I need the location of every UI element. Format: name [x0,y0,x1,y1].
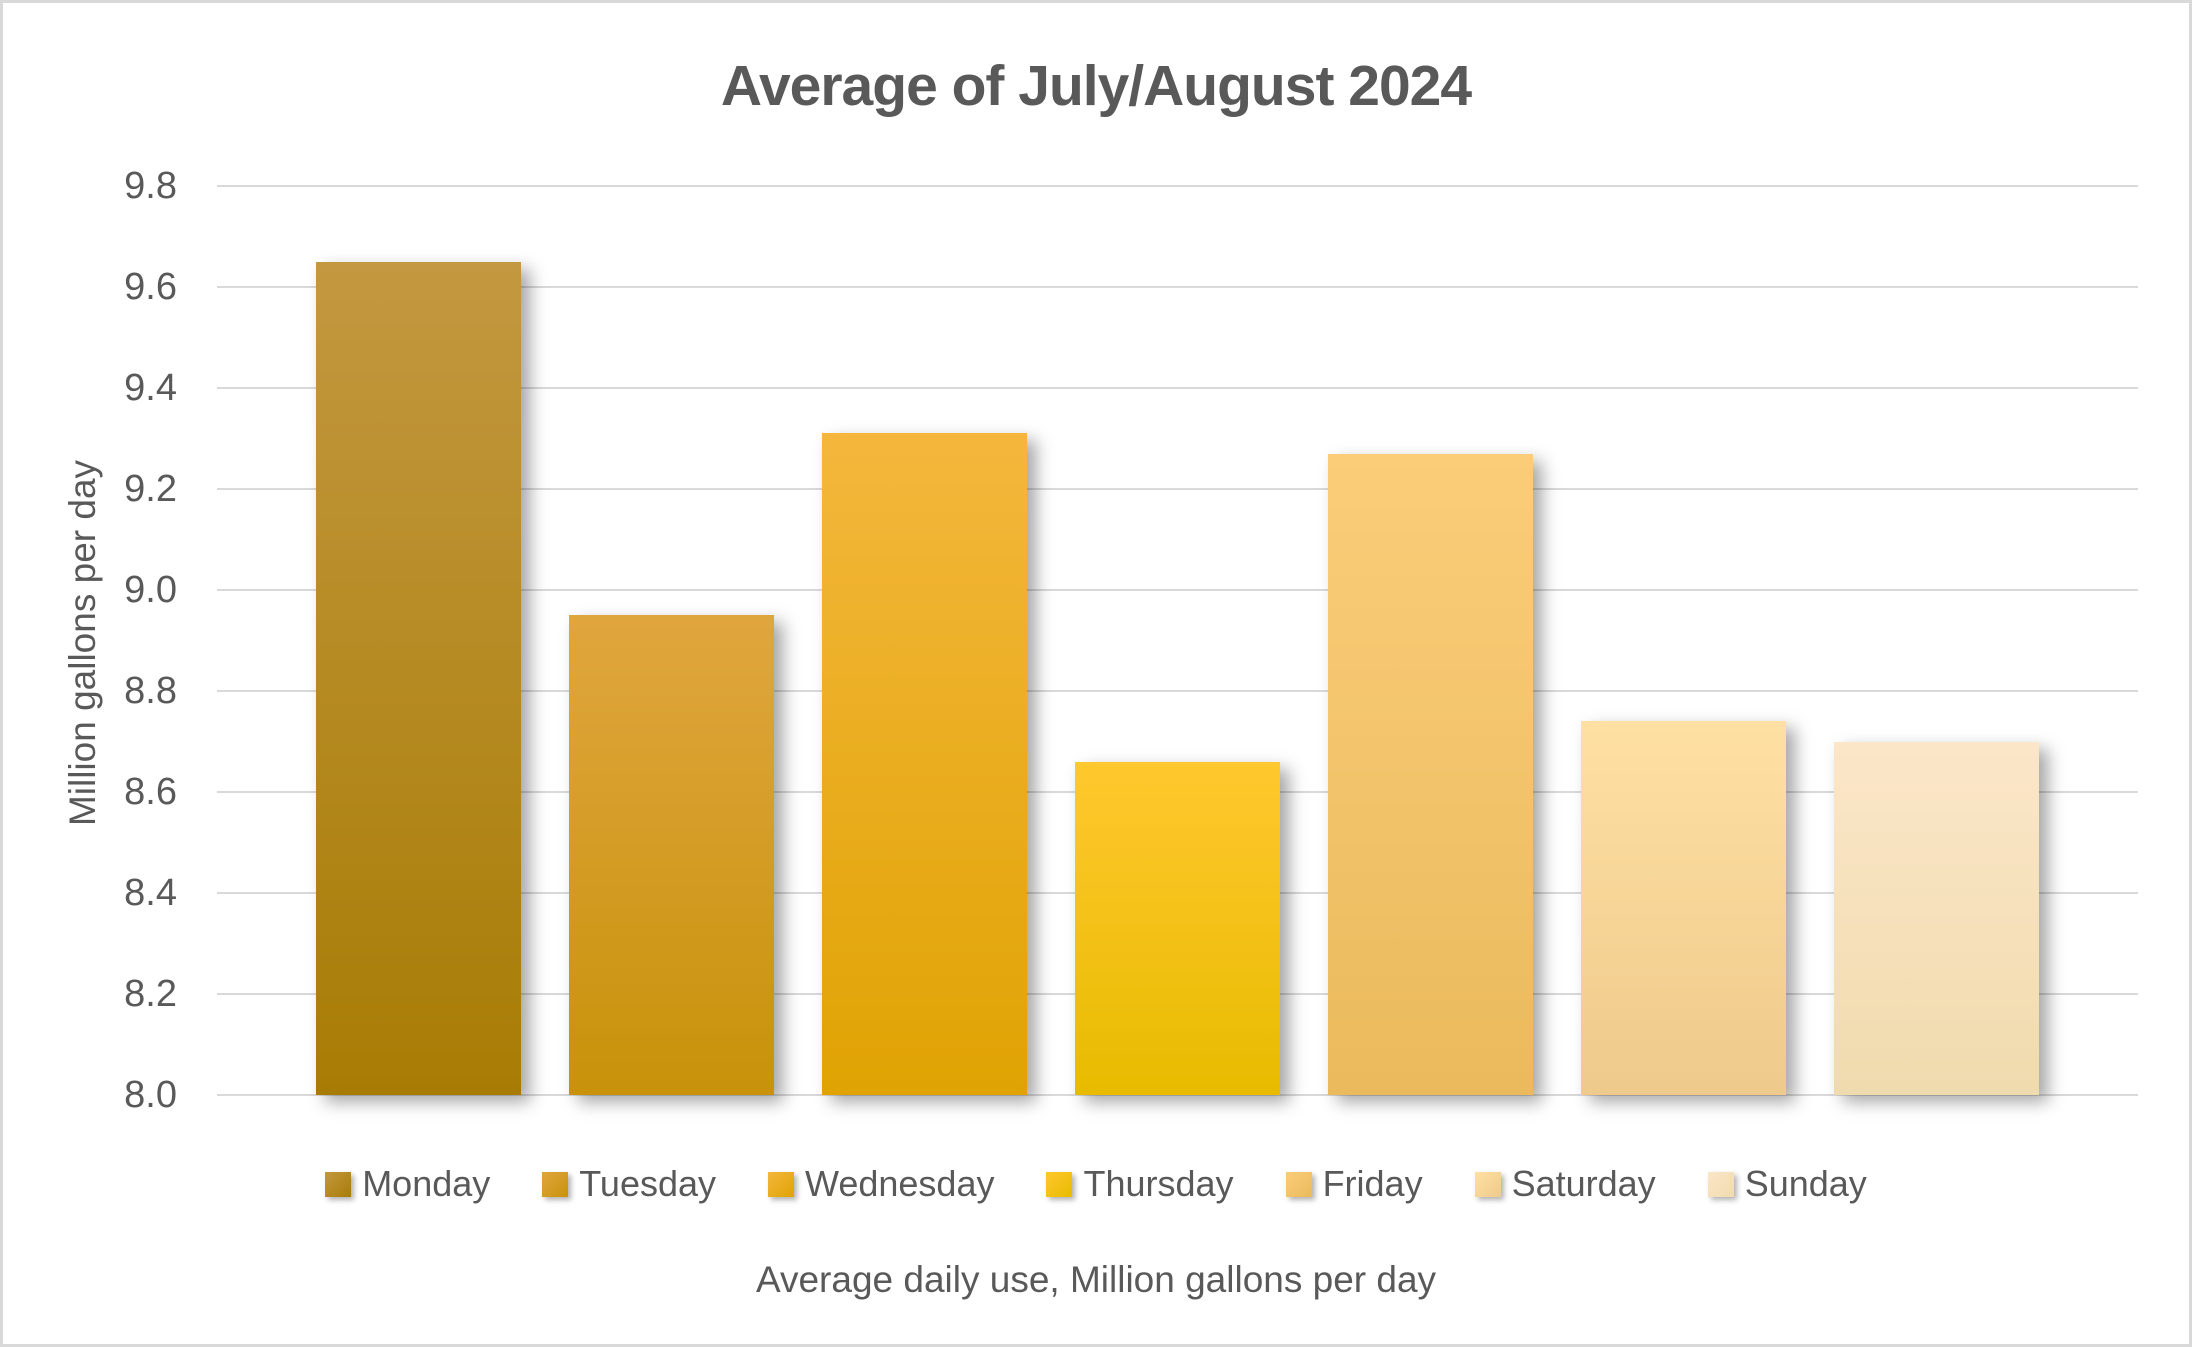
legend-label: Wednesday [805,1163,995,1204]
legend-swatch-icon [1707,1171,1734,1197]
legend-item-saturday[interactable]: Saturday [1474,1163,1656,1205]
legend-swatch-icon [325,1171,352,1197]
legend-item-thursday[interactable]: Thursday [1046,1163,1234,1205]
y-tick-label: 9.4 [124,367,177,409]
y-tick-label: 9.2 [124,468,177,511]
legend-item-sunday[interactable]: Sunday [1707,1163,1867,1205]
legend-swatch-icon [542,1171,569,1197]
bar-thursday[interactable] [1075,761,1280,1095]
y-tick-label: 8.8 [124,670,177,713]
legend-label: Sunday [1744,1163,1867,1204]
y-tick-label: 9.0 [124,569,177,611]
legend-item-friday[interactable]: Friday [1285,1163,1423,1205]
y-tick-label: 8.6 [124,771,177,814]
y-tick-label: 8.0 [124,1074,177,1116]
legend-label: Friday [1322,1163,1423,1204]
legend-item-wednesday[interactable]: Wednesday [768,1163,994,1205]
legend-label: Saturday [1511,1163,1656,1204]
y-tick-label: 8.2 [124,973,177,1016]
legend-label: Thursday [1083,1163,1234,1204]
chart-title: Average of July/August 2024 [720,54,1472,118]
y-tick-label: 9.6 [124,266,177,309]
y-tick-labels: 8.0 8.2 8.4 8.6 8.8 9.0 9.2 9.4 9.6 9.8 [3,167,177,1114]
legend-item-monday[interactable]: Monday [325,1163,490,1205]
legend-swatch-icon [768,1171,795,1197]
bar-friday[interactable] [1328,453,1533,1095]
legend-swatch-icon [1285,1171,1312,1197]
gridline [217,589,2138,591]
bar-sunday[interactable] [1834,741,2039,1095]
bar-monday[interactable] [316,261,521,1095]
bars [217,186,2138,1095]
gridline [217,387,2138,389]
gridline [217,690,2138,693]
legend: Monday Tuesday Wednesday Thursday Friday Satu… [3,1163,2189,1205]
y-tick-label: 8.4 [124,872,177,915]
x-axis-title: Average daily use, Million gallons per d… [755,1259,1437,1300]
gridline [217,286,2138,289]
gridline [217,1094,2138,1096]
legend-label: Monday [362,1163,491,1204]
gridline [217,488,2138,491]
y-tick-label: 9.8 [124,165,177,207]
gridline [217,185,2138,187]
legend-item-tuesday[interactable]: Tuesday [542,1163,716,1205]
bar-tuesday[interactable] [569,615,774,1095]
bar-wednesday[interactable] [822,433,1027,1095]
legend-label: Tuesday [579,1163,717,1204]
legend-swatch-icon [1474,1171,1501,1197]
bar-saturday[interactable] [1581,721,1786,1095]
legend-swatch-icon [1046,1171,1073,1197]
plot-area [217,185,2138,1096]
